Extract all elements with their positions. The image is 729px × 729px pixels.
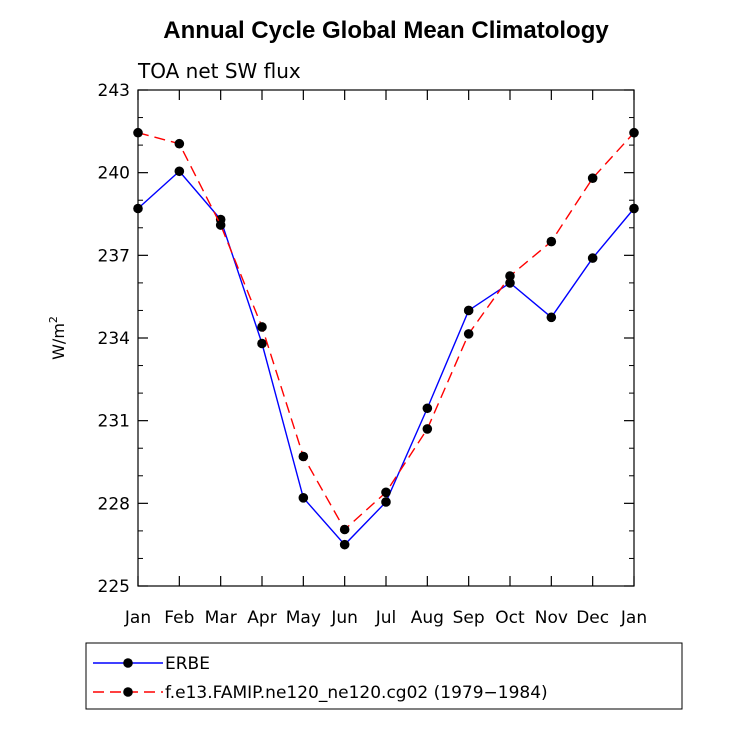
x-tick-label: Nov (535, 608, 568, 628)
series-1-point (381, 487, 391, 498)
series-1-point (339, 524, 350, 535)
series-0-point (422, 403, 433, 414)
series-line-1 (137, 132, 635, 531)
y-tick-label: 237 (98, 246, 130, 266)
y-tick-label: 240 (98, 164, 130, 184)
series-0-point (298, 493, 309, 503)
x-tick-label: Dec (576, 608, 609, 628)
plot-frame (137, 89, 635, 587)
y-axis-label-superscript: 2 (47, 316, 60, 323)
legend-marker-erbe (123, 658, 133, 668)
x-tick-label: Jan (124, 608, 151, 628)
series-1-point (215, 220, 226, 230)
series-0-point (257, 338, 267, 349)
series-1-point (463, 329, 474, 339)
y-tick-label: 228 (98, 494, 130, 514)
series-0-point (587, 253, 598, 263)
series-1-point (257, 322, 267, 332)
x-tick-label: Jun (330, 608, 358, 628)
legend-label-erbe: ERBE (165, 654, 210, 674)
series-0-point (174, 166, 185, 177)
legend: ERBE f.e13.FAMIP.ne120_ne120.cg02 (1979−… (85, 642, 683, 710)
y-axis-label: W/m2 (47, 316, 68, 360)
series-1-point (174, 138, 185, 149)
series-1-point (422, 424, 433, 434)
chart-subtitle: TOA net SW flux (137, 59, 301, 83)
x-tick-label: Oct (495, 608, 525, 628)
y-tick-label: 243 (98, 81, 130, 101)
legend-label-famip: f.e13.FAMIP.ne120_ne120.cg02 (1979−1984) (165, 683, 548, 703)
series-0-point (339, 539, 350, 550)
x-tick-label: Mar (205, 608, 237, 628)
x-tick-label: Sep (453, 608, 485, 628)
x-tick-label: Jan (620, 608, 647, 628)
chart-title: Annual Cycle Global Mean Climatology (163, 17, 609, 44)
series-layer (133, 127, 639, 550)
series-0-point (546, 312, 557, 323)
x-tick-label: May (286, 608, 321, 628)
legend-entry-famip: f.e13.FAMIP.ne120_ne120.cg02 (1979−1984) (93, 683, 548, 703)
series-0-point (463, 305, 474, 316)
series-1-point (505, 271, 515, 281)
y-axis-label-unit: W/m (49, 323, 68, 360)
legend-entry-erbe: ERBE (93, 654, 210, 674)
y-tick-label: 225 (98, 577, 130, 597)
series-1-point (546, 236, 557, 247)
y-tick-label: 234 (98, 329, 130, 349)
legend-marker-famip (123, 687, 133, 697)
series-1-point (298, 451, 309, 462)
series-1-point (587, 173, 598, 183)
x-tick-label: Apr (247, 608, 276, 628)
legend-box (85, 642, 683, 710)
series-0-point (505, 278, 515, 288)
y-tick-label: 231 (98, 412, 130, 432)
series-0-point (381, 497, 391, 507)
x-tick-label: Feb (164, 608, 194, 628)
axis-layer: 225 228 231 234 237 240 243 Jan Feb Mar Apr May Jun J… (98, 81, 648, 628)
x-tick-label: Aug (411, 608, 444, 628)
x-tick-label: Jul (375, 608, 397, 628)
